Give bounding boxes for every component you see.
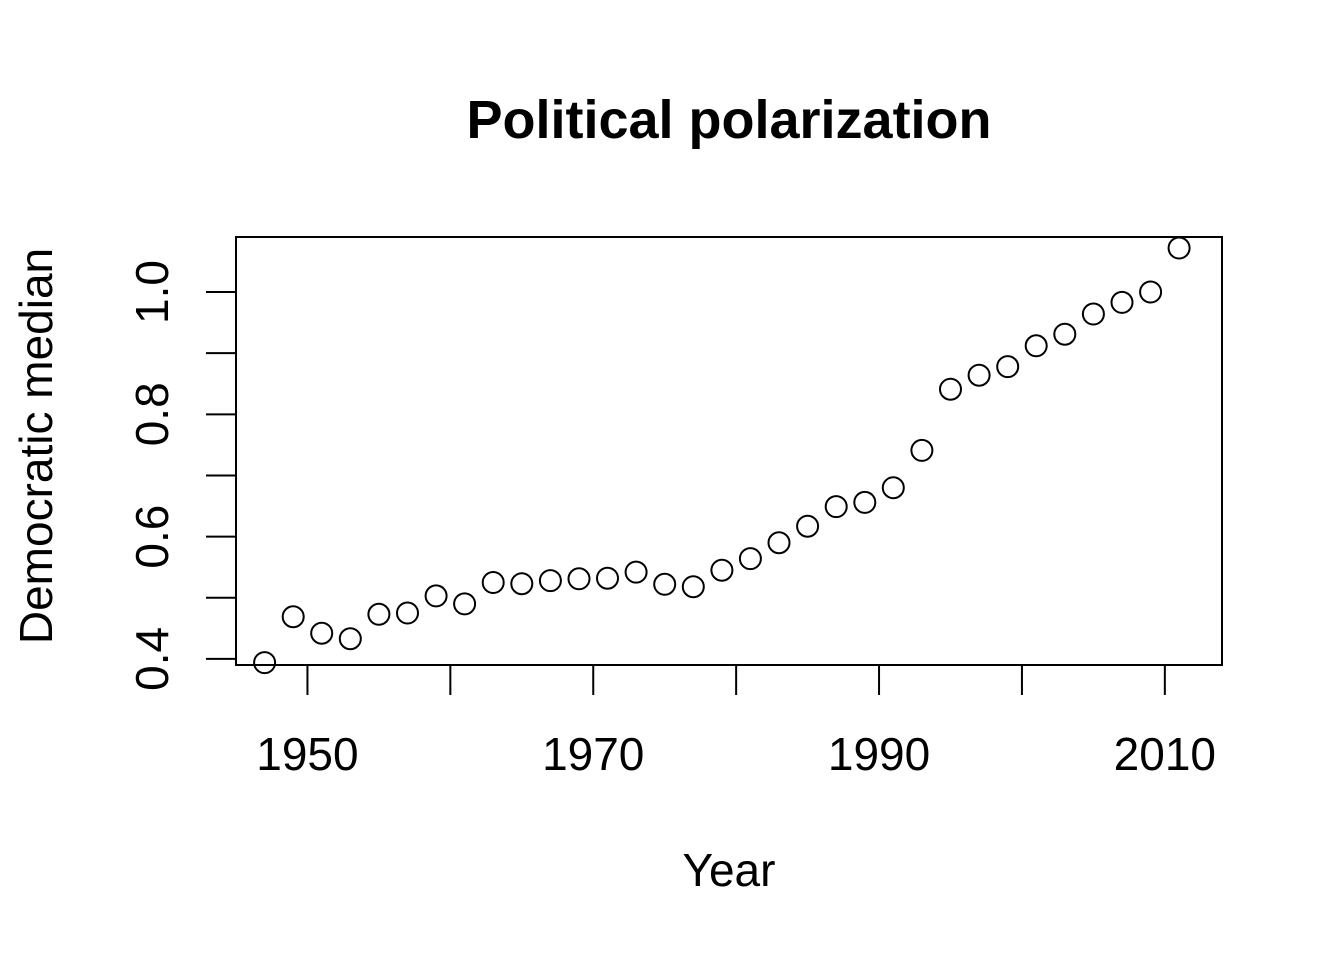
data-point [567,567,591,591]
data-point [939,377,962,401]
data-point [624,560,648,584]
data-points [253,236,1191,675]
data-point [281,605,305,629]
data-point [653,572,677,596]
data-point [853,490,877,514]
x-tick-label: 1970 [542,728,644,780]
data-point [338,627,362,651]
data-point [367,602,391,626]
data-point [1139,280,1163,304]
data-point [310,621,334,645]
plot-frame [235,236,1223,666]
y-tick-label: 1.0 [126,260,178,324]
chart-title: Political polarization [466,90,991,150]
y-tick-label: 0.8 [126,382,178,446]
y-tick-label: 0.6 [126,505,178,569]
x-tick-label: 2010 [1114,728,1216,780]
data-point [738,547,762,571]
data-point [1167,236,1191,260]
data-point [538,569,562,593]
data-point [510,572,534,596]
data-point [396,601,419,625]
y-tick-label: 0.4 [126,627,178,691]
data-point [796,514,820,538]
data-point [824,495,848,519]
x-axis: 1950 1970 1990 2010 [256,664,1216,780]
data-point [910,438,934,462]
data-point [424,584,448,608]
y-axis: 0.4 0.6 0.8 1.0 [126,260,237,691]
data-point [1053,322,1077,346]
data-point [596,566,619,590]
x-axis-label: Year [683,844,776,896]
data-point [881,476,905,500]
data-point [453,592,477,616]
data-point [1024,334,1048,358]
data-point [767,531,791,555]
data-point [710,558,734,582]
data-point [967,363,991,387]
x-tick-label: 1950 [256,728,358,780]
data-point [1110,290,1134,314]
x-tick-label: 1990 [828,728,930,780]
data-point [996,355,1020,379]
data-point [681,575,705,599]
y-axis-label: Democratic median [10,248,62,644]
data-point [253,651,277,675]
data-point [481,571,505,594]
data-point [1081,302,1105,326]
